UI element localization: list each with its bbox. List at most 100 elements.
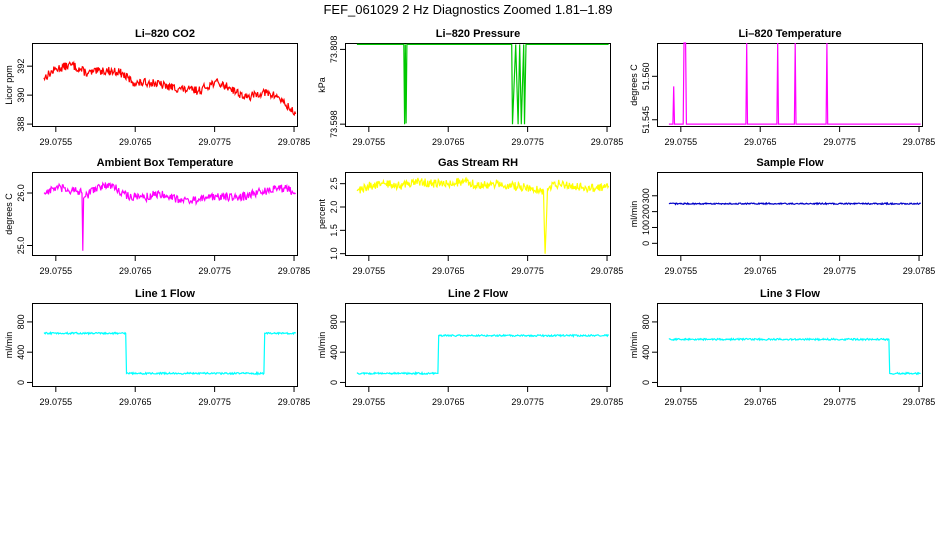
chart-panel-4: Ambient Box Temperature 29.0755 29.0765 29.… [4, 157, 310, 276]
y-axis-label: Licor ppm [4, 65, 14, 105]
y-axis-label: degrees C [4, 193, 14, 235]
series-line [356, 333, 610, 376]
y-tick-label: 300 [641, 188, 651, 203]
x-tick-label: 29.0755 [665, 266, 698, 276]
y-tick-label: 392 [16, 59, 26, 74]
y-tick-label: 800 [329, 314, 339, 329]
x-tick-label: 29.0775 [198, 397, 231, 407]
x-tick-label: 29.0765 [432, 266, 465, 276]
y-tick-label: 51.560 [641, 63, 651, 91]
y-axis-label: ml/min [629, 201, 639, 228]
plot-frame [32, 172, 298, 256]
y-tick-label: 0 [641, 380, 651, 385]
y-axis-label: ml/min [4, 332, 14, 359]
x-tick-label: 29.0755 [40, 397, 73, 407]
plot-frame [345, 43, 611, 127]
y-tick-label: 0 [641, 241, 651, 246]
x-tick-label: 29.0755 [353, 266, 386, 276]
x-tick-label: 29.0775 [198, 266, 231, 276]
chart-panel-5: Gas Stream RH 29.0755 29.0765 29.0775 29.078… [317, 157, 623, 276]
y-axis-label: degrees C [629, 64, 639, 106]
plot-frame [657, 172, 923, 256]
chart-panel-7: Line 1 Flow 29.0755 29.0765 29.0775 29.0785 0… [4, 288, 310, 407]
y-tick-label: 73.598 [329, 110, 339, 138]
x-tick-label: 29.0765 [744, 397, 777, 407]
panel-title: Line 3 Flow [760, 288, 820, 300]
panel-title: Gas Stream RH [438, 157, 518, 169]
x-tick-label: 29.0765 [432, 137, 465, 147]
x-tick-label: 29.0755 [40, 137, 73, 147]
panel-title: Li–820 CO2 [135, 28, 195, 40]
series-line [668, 42, 921, 125]
series-line [668, 201, 922, 206]
x-tick-label: 29.0765 [432, 397, 465, 407]
chart-panel-2: Li–820 Pressure 29.0755 29.0765 29.0775 29.0… [317, 28, 623, 147]
y-tick-label: 0 [329, 380, 339, 385]
x-tick-label: 29.0765 [744, 137, 777, 147]
x-tick-label: 29.0765 [744, 266, 777, 276]
x-tick-label: 29.0775 [198, 137, 231, 147]
x-tick-label: 29.0775 [823, 266, 856, 276]
plot-frame [345, 303, 611, 387]
y-tick-label: 800 [16, 314, 26, 329]
y-tick-label: 26.0 [16, 184, 26, 202]
chart-panel-1: Li–820 CO2 29.0755 29.0765 29.0775 29.0785 38… [4, 28, 310, 147]
y-tick-label: 200 [641, 204, 651, 219]
x-tick-label: 29.0785 [591, 137, 624, 147]
chart-panel-3: Li–820 Temperature 29.0755 29.0765 29.0775 2… [629, 28, 935, 147]
series-line [43, 331, 297, 376]
panel-title: Li–820 Temperature [738, 28, 841, 40]
plot-frame [657, 43, 923, 127]
y-tick-label: 400 [641, 345, 651, 360]
panel-title: Li–820 Pressure [436, 28, 520, 40]
x-tick-label: 29.0785 [591, 266, 624, 276]
y-tick-label: 400 [329, 345, 339, 360]
panel-title: Line 1 Flow [135, 288, 195, 300]
x-tick-label: 29.0765 [119, 397, 152, 407]
x-tick-label: 29.0785 [278, 266, 311, 276]
y-tick-label: 51.545 [641, 106, 651, 134]
series-line [43, 181, 297, 251]
series-line [43, 60, 297, 117]
y-tick-label: 2.5 [329, 177, 339, 190]
x-tick-label: 29.0765 [119, 266, 152, 276]
chart-panel-6: Sample Flow 29.0755 29.0765 29.0775 29.0785 0… [629, 157, 935, 276]
y-axis-label: ml/min [317, 332, 327, 359]
x-tick-label: 29.0765 [119, 137, 152, 147]
y-tick-label: 390 [16, 88, 26, 103]
series-line [356, 43, 609, 125]
x-tick-label: 29.0755 [665, 137, 698, 147]
x-tick-label: 29.0775 [823, 397, 856, 407]
x-tick-label: 29.0755 [353, 397, 386, 407]
panel-title: Sample Flow [756, 157, 824, 169]
y-tick-label: 1.5 [329, 224, 339, 237]
chart-panel-9: Line 3 Flow 29.0755 29.0765 29.0775 29.0785 0… [629, 288, 935, 407]
x-tick-label: 29.0785 [591, 397, 624, 407]
y-tick-label: 800 [641, 314, 651, 329]
x-tick-label: 29.0785 [903, 266, 936, 276]
x-tick-label: 29.0785 [278, 137, 311, 147]
x-tick-label: 29.0785 [903, 397, 936, 407]
x-tick-label: 29.0755 [665, 397, 698, 407]
y-tick-label: 400 [16, 345, 26, 360]
y-tick-label: 1.0 [329, 247, 339, 260]
plot-frame [657, 303, 923, 387]
x-tick-label: 29.0775 [511, 137, 544, 147]
y-axis-label: kPa [317, 77, 327, 93]
y-axis-label: ml/min [629, 332, 639, 359]
series-line [356, 176, 610, 254]
y-tick-label: 100 [641, 220, 651, 235]
x-tick-label: 29.0775 [511, 397, 544, 407]
series-line [668, 337, 921, 376]
x-tick-label: 29.0755 [40, 266, 73, 276]
y-axis-label: percent [317, 198, 327, 229]
x-tick-label: 29.0775 [823, 137, 856, 147]
x-tick-label: 29.0775 [511, 266, 544, 276]
panel-title: Ambient Box Temperature [97, 157, 234, 169]
y-tick-label: 0 [16, 380, 26, 385]
x-tick-label: 29.0785 [278, 397, 311, 407]
y-tick-label: 73.808 [329, 36, 339, 64]
y-tick-label: 2.0 [329, 201, 339, 214]
panel-title: Line 2 Flow [448, 288, 508, 300]
